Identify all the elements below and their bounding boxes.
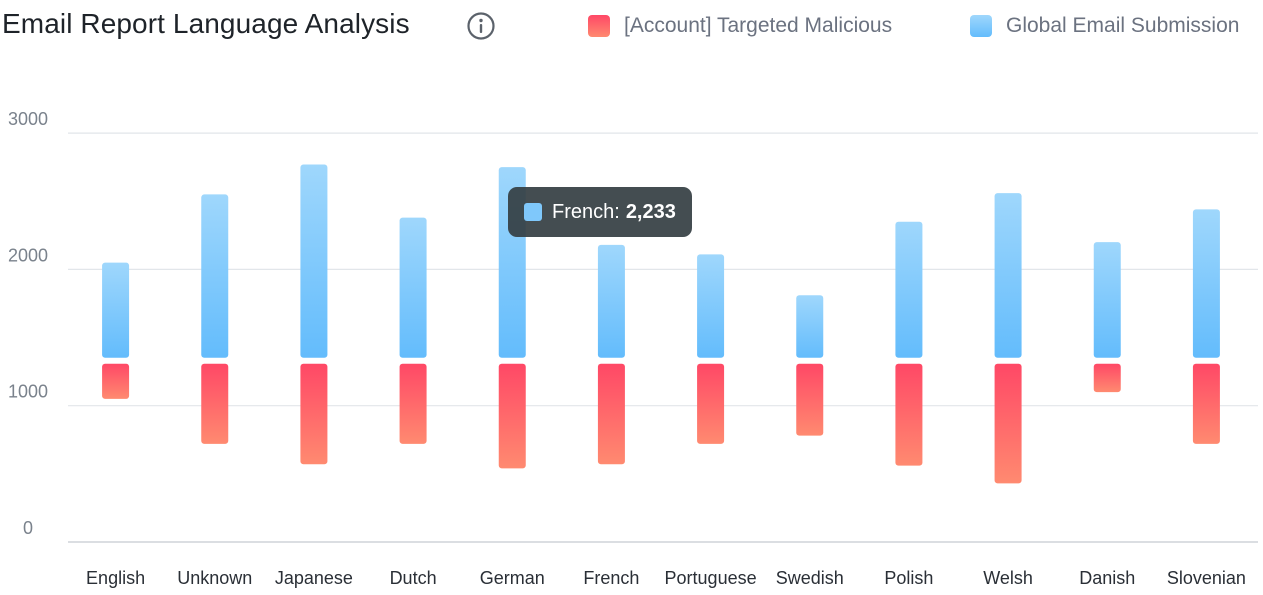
y-tick-label: 3000 — [8, 109, 48, 129]
bar-targeted-malicious[interactable] — [1192, 363, 1220, 444]
info-icon[interactable] — [466, 11, 496, 41]
y-tick-label: 2000 — [8, 245, 48, 265]
bar-global-submission[interactable] — [796, 295, 824, 358]
bar-targeted-malicious[interactable] — [994, 363, 1022, 484]
bar-targeted-malicious[interactable] — [300, 363, 328, 465]
chart-title: Email Report Language Analysis — [2, 8, 410, 39]
bar-targeted-malicious[interactable] — [498, 363, 526, 469]
x-category-label: Swedish — [776, 568, 844, 588]
x-category-label: Polish — [884, 568, 933, 588]
x-category-label: Portuguese — [665, 568, 757, 588]
bar-targeted-malicious[interactable] — [796, 363, 824, 436]
x-category-label: Dutch — [390, 568, 437, 588]
x-category-label: French — [583, 568, 639, 588]
x-category-label: English — [86, 568, 145, 588]
chart-header: Email Report Language Analysis [Account]… — [0, 0, 1263, 52]
bar-global-submission[interactable] — [102, 262, 130, 358]
y-tick-label: 1000 — [8, 382, 48, 402]
tooltip-swatch — [524, 203, 542, 221]
bar-global-submission[interactable] — [994, 193, 1022, 358]
legend-label-global-submission: Global Email Submission — [1006, 14, 1240, 37]
bar-targeted-malicious[interactable] — [102, 363, 130, 399]
tooltip-value: 2,233 — [625, 200, 676, 223]
bar-targeted-malicious[interactable] — [201, 363, 229, 444]
legend-label-targeted-malicious: [Account] Targeted Malicious — [624, 14, 893, 37]
bar-global-submission[interactable] — [597, 244, 625, 358]
bar-targeted-malicious[interactable] — [399, 363, 427, 444]
grid-lines — [68, 132, 1258, 543]
x-category-label: German — [480, 568, 545, 588]
legend-item-targeted-malicious[interactable]: [Account] Targeted Malicious — [588, 10, 892, 42]
bars — [102, 164, 1220, 484]
bar-global-submission[interactable] — [399, 217, 427, 358]
bar-targeted-malicious[interactable] — [1093, 363, 1121, 393]
y-tick-label: 0 — [23, 518, 33, 538]
bar-global-submission[interactable] — [895, 221, 923, 358]
axis-labels: 0 1000 2000 3000 English Unknown Japanese Dutch… — [8, 109, 1246, 588]
bar-global-submission[interactable] — [300, 164, 328, 358]
legend-swatch-red — [588, 15, 610, 37]
bar-targeted-malicious[interactable] — [895, 363, 923, 466]
legend-swatch-blue — [970, 15, 992, 37]
chart-tooltip: French: 2,233 — [508, 187, 692, 237]
x-category-label: Slovenian — [1167, 568, 1246, 588]
x-category-label: Welsh — [983, 568, 1033, 588]
tooltip-category: French — [552, 200, 615, 223]
tooltip-separator: : — [614, 200, 620, 223]
x-category-label: Unknown — [177, 568, 252, 588]
bar-global-submission[interactable] — [697, 254, 725, 358]
bar-global-submission[interactable] — [1192, 209, 1220, 358]
bar-targeted-malicious[interactable] — [597, 363, 625, 465]
bar-global-submission[interactable] — [201, 194, 229, 358]
x-category-label: Danish — [1079, 568, 1135, 588]
x-category-label: Japanese — [275, 568, 353, 588]
bar-targeted-malicious[interactable] — [697, 363, 725, 444]
bar-global-submission[interactable] — [1093, 242, 1121, 358]
legend-item-global-submission[interactable]: Global Email Submission — [970, 10, 1239, 42]
